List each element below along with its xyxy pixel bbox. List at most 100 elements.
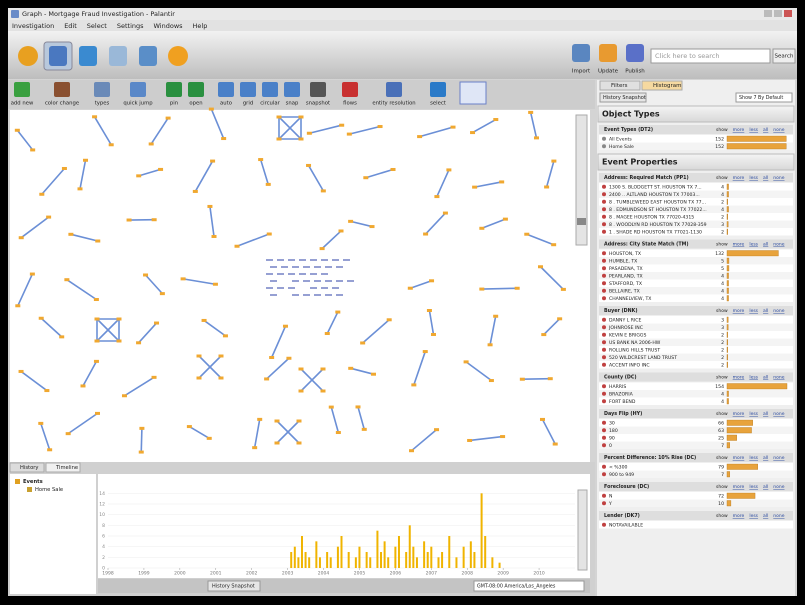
graph-node[interactable] [266, 232, 272, 236]
group-link[interactable]: all [763, 484, 768, 490]
group-link[interactable]: none [773, 309, 784, 314]
search-button[interactable] [772, 48, 796, 64]
group-link[interactable]: less [749, 455, 758, 461]
tree-item[interactable]: Home Sale [35, 487, 63, 493]
graph-node[interactable] [470, 131, 476, 135]
snapshot-button[interactable] [207, 580, 261, 592]
item-label[interactable]: STAFFORD, TX [609, 281, 642, 287]
graph-node[interactable] [298, 389, 304, 393]
timeline-bar[interactable] [340, 536, 343, 568]
toolbar-icon[interactable] [188, 82, 204, 97]
graph-node[interactable] [64, 278, 70, 282]
graph-node[interactable] [524, 232, 530, 236]
toolbar-icon[interactable] [130, 82, 146, 97]
graph-node[interactable] [479, 226, 485, 230]
graph-node[interactable] [493, 314, 499, 318]
item-label[interactable]: 8 . MAGEE HOUSTON TX 77020-4315 [609, 214, 694, 220]
graph-node[interactable] [265, 182, 271, 186]
group-link[interactable]: all [763, 127, 768, 133]
graph-node[interactable] [463, 360, 469, 364]
toolbar-icon[interactable] [240, 82, 256, 97]
group-link[interactable]: less [749, 411, 758, 417]
menu-item[interactable]: Edit [64, 22, 77, 30]
toolbar-icon[interactable] [386, 82, 402, 97]
item-label[interactable]: KEVIN E BRIGGS [609, 332, 646, 338]
group-link[interactable]: all [763, 175, 768, 181]
timeline-bar[interactable] [380, 552, 383, 568]
group-link[interactable]: none [773, 456, 784, 461]
graph-node[interactable] [95, 239, 101, 243]
item-label[interactable]: 8 . WOODLYN RD HOUSTON TX 77028-359 [609, 222, 707, 228]
group-link[interactable]: none [773, 243, 784, 248]
timeline-bar[interactable] [297, 557, 300, 568]
timeline-bar[interactable] [469, 541, 472, 568]
graph-node[interactable] [286, 356, 292, 360]
graph-node[interactable] [346, 132, 352, 136]
graph-node[interactable] [306, 131, 312, 135]
graph-node[interactable] [221, 137, 227, 141]
graph-node[interactable] [319, 247, 325, 251]
timeline-bar[interactable] [397, 536, 400, 568]
timeline-bar[interactable] [448, 536, 451, 568]
graph-node[interactable] [417, 135, 423, 139]
timeline-bar[interactable] [473, 552, 476, 568]
item-label[interactable]: 8 . TUMBLEWEED EAST HOUSTON TX 77... [609, 199, 706, 205]
graph-node[interactable] [320, 389, 326, 393]
timeline-bar[interactable] [480, 493, 483, 568]
minimize-button[interactable] [764, 10, 772, 17]
graph-node[interactable] [488, 379, 494, 383]
graph-node[interactable] [533, 136, 539, 140]
group-link[interactable]: more [733, 175, 745, 181]
toolbar-icon[interactable] [54, 82, 70, 97]
group-link[interactable]: none [773, 128, 784, 133]
timeline-bar[interactable] [308, 557, 311, 568]
graph-node[interactable] [77, 187, 83, 191]
graph-node[interactable] [94, 339, 100, 343]
item-label[interactable]: BRAZORIA [609, 391, 634, 397]
graph-node[interactable] [514, 286, 520, 290]
close-button[interactable] [784, 10, 792, 17]
graph-node[interactable] [528, 110, 534, 114]
panel-tab[interactable] [599, 80, 641, 91]
graph-node[interactable] [472, 185, 478, 189]
graph-node[interactable] [121, 394, 127, 398]
timeline-bar[interactable] [498, 562, 501, 568]
graph-node[interactable] [29, 272, 35, 276]
item-label[interactable]: 8 . EDMUNDSON ST HOUSTON TX 77022... [609, 207, 707, 213]
graph-node[interactable] [442, 211, 448, 215]
item-label[interactable]: FORT BEND [609, 399, 636, 405]
graph-node[interactable] [274, 419, 280, 423]
graph-node[interactable] [136, 174, 142, 178]
timeline-bar[interactable] [491, 557, 494, 568]
graph-node[interactable] [65, 432, 71, 436]
group-link[interactable]: none [773, 176, 784, 181]
timeline-slider[interactable] [577, 489, 588, 571]
zoom-slider[interactable] [575, 114, 588, 246]
graph-node[interactable] [434, 428, 440, 432]
graph-node[interactable] [422, 350, 428, 354]
graph-node[interactable] [274, 441, 280, 445]
toolbar-icon[interactable] [14, 82, 30, 97]
graph-node[interactable] [276, 137, 282, 141]
toolbar-icon[interactable] [342, 82, 358, 97]
graph-node[interactable] [348, 366, 354, 370]
group-link[interactable]: none [773, 376, 784, 381]
group-link[interactable]: less [749, 127, 758, 133]
graph-node[interactable] [83, 158, 89, 162]
toolbar-icon[interactable] [572, 44, 590, 62]
item-label[interactable]: PASADENA, TX [609, 266, 643, 272]
group-link[interactable]: none [773, 412, 784, 417]
graph-node[interactable] [136, 341, 142, 345]
graph-node[interactable] [296, 419, 302, 423]
graph-node[interactable] [257, 417, 263, 421]
graph-node[interactable] [467, 438, 473, 442]
item-label[interactable]: NOTAVAILABLE [609, 522, 643, 528]
graph-node[interactable] [430, 332, 436, 336]
group-link[interactable]: more [733, 484, 745, 490]
graph-node[interactable] [207, 204, 213, 208]
graph-node[interactable] [68, 232, 74, 236]
timeline-bar[interactable] [329, 557, 332, 568]
toolbar-icon[interactable] [166, 82, 182, 97]
graph-node[interactable] [338, 229, 344, 233]
graph-node[interactable] [108, 143, 114, 147]
